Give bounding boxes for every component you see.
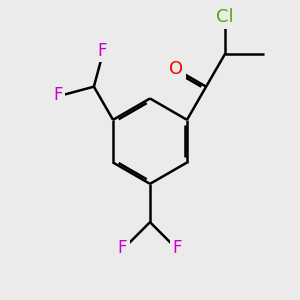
- Text: F: F: [98, 42, 107, 60]
- Text: F: F: [118, 239, 127, 257]
- Text: O: O: [169, 60, 183, 78]
- Text: F: F: [53, 86, 63, 104]
- Text: F: F: [173, 239, 182, 257]
- Text: Cl: Cl: [216, 8, 234, 26]
